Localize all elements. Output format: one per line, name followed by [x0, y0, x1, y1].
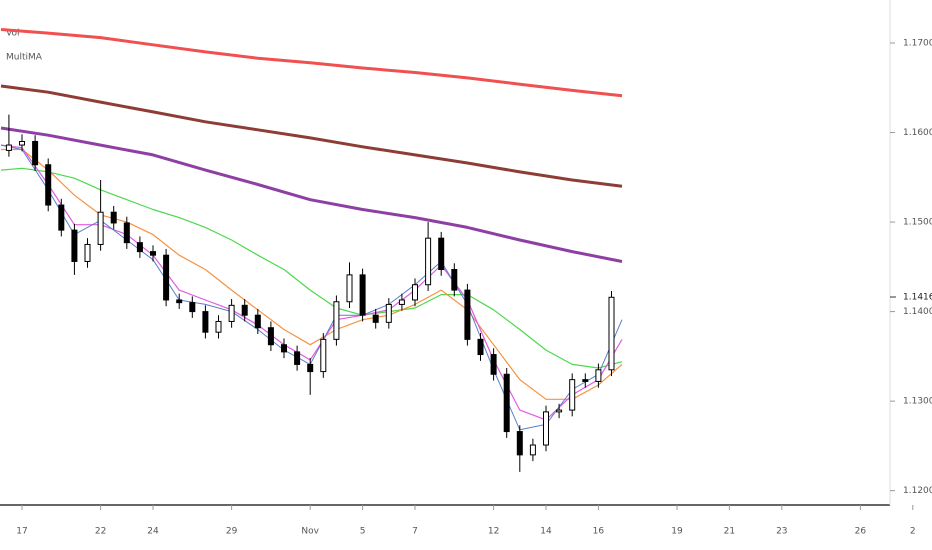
- x-tick-label: 24: [147, 527, 159, 537]
- candle-body: [438, 237, 445, 271]
- candle-body: [150, 251, 157, 256]
- candle-body: [516, 431, 523, 456]
- candle-body: [556, 409, 563, 413]
- y-tick-label: 1.16000: [903, 128, 932, 138]
- candle-body: [582, 379, 589, 382]
- candle-body: [241, 304, 248, 316]
- candle-body: [307, 363, 314, 373]
- x-tick-label: 16: [593, 527, 605, 537]
- candle-body: [320, 338, 327, 373]
- y-tick-label: 1.13000: [903, 397, 932, 407]
- indicator-label: MultiMA: [6, 53, 43, 63]
- x-tick-label: 19: [671, 527, 683, 537]
- candle-body: [503, 373, 510, 433]
- x-tick-label: 26: [855, 527, 867, 537]
- candle-body: [215, 320, 222, 333]
- candle-body: [5, 144, 12, 151]
- y-tick-label: 1.15000: [903, 218, 932, 228]
- candle-body: [333, 301, 340, 340]
- candle-body: [451, 269, 458, 291]
- candle-body: [398, 299, 405, 305]
- y-tick-label: 1.12000: [903, 486, 932, 496]
- candle-body: [84, 243, 91, 262]
- moving-average-line: [0, 28, 623, 98]
- candle-body: [71, 229, 78, 262]
- candle-body: [385, 303, 392, 323]
- x-tick-label: Nov: [301, 527, 319, 537]
- candle-body: [359, 274, 366, 316]
- candle-body: [254, 314, 261, 329]
- candle-body: [412, 284, 419, 301]
- candle-body: [58, 204, 65, 231]
- x-tick-label: 29: [226, 527, 238, 537]
- last-price-label: 1.14163: [903, 293, 932, 303]
- candle-body: [163, 254, 170, 301]
- x-tick-label: 5: [360, 527, 366, 537]
- candle-body: [110, 211, 117, 224]
- x-tick-label: 2: [910, 527, 916, 537]
- candle-body: [346, 274, 353, 303]
- candle-body: [542, 411, 549, 446]
- candle-body: [32, 140, 39, 166]
- candle-body: [189, 302, 196, 313]
- candle-body: [136, 242, 143, 253]
- candle-body: [529, 444, 536, 456]
- x-tick-label: 22: [95, 527, 106, 537]
- candle-body: [45, 164, 52, 206]
- candle-body: [281, 344, 288, 353]
- y-tick-label: 1.17000: [903, 38, 932, 48]
- candle-body: [372, 314, 379, 323]
- x-tick-label: 23: [776, 527, 787, 537]
- candle-body: [228, 304, 235, 322]
- candle-body: [464, 289, 471, 340]
- candle-body: [123, 222, 130, 244]
- indicator-label: Vol: [6, 29, 19, 39]
- x-tick-label: 7: [412, 527, 418, 537]
- x-tick-label: 21: [724, 527, 735, 537]
- candle-body: [477, 338, 484, 356]
- candle-body: [490, 354, 497, 375]
- candle-body: [19, 140, 26, 146]
- candle-body: [267, 327, 274, 346]
- moving-average-line: [0, 84, 623, 188]
- x-tick-label: 14: [540, 527, 552, 537]
- moving-average-line: [0, 126, 623, 263]
- candle-body: [425, 237, 432, 286]
- candle-body: [176, 299, 183, 304]
- candle-body: [608, 296, 615, 371]
- candle-body: [97, 211, 104, 245]
- candle-body: [202, 311, 209, 333]
- candle-body: [595, 369, 602, 382]
- x-tick-label: 17: [16, 527, 27, 537]
- y-tick-label: 1.14000: [903, 307, 932, 317]
- last-price-box: [891, 289, 932, 306]
- x-tick-label: 12: [488, 527, 499, 537]
- candle-body: [569, 379, 576, 411]
- candle-body: [294, 351, 301, 365]
